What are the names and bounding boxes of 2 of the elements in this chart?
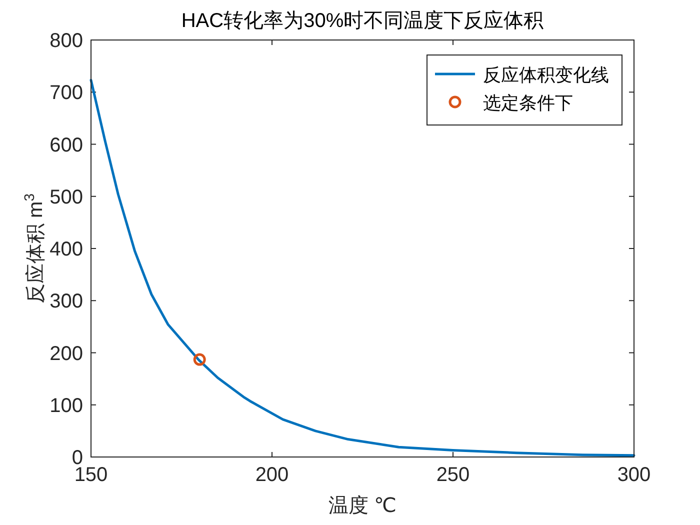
title: HAC转化率为30%时不同温度下反应体积 xyxy=(181,10,544,32)
xlabel: 温度 ℃ xyxy=(328,495,397,517)
